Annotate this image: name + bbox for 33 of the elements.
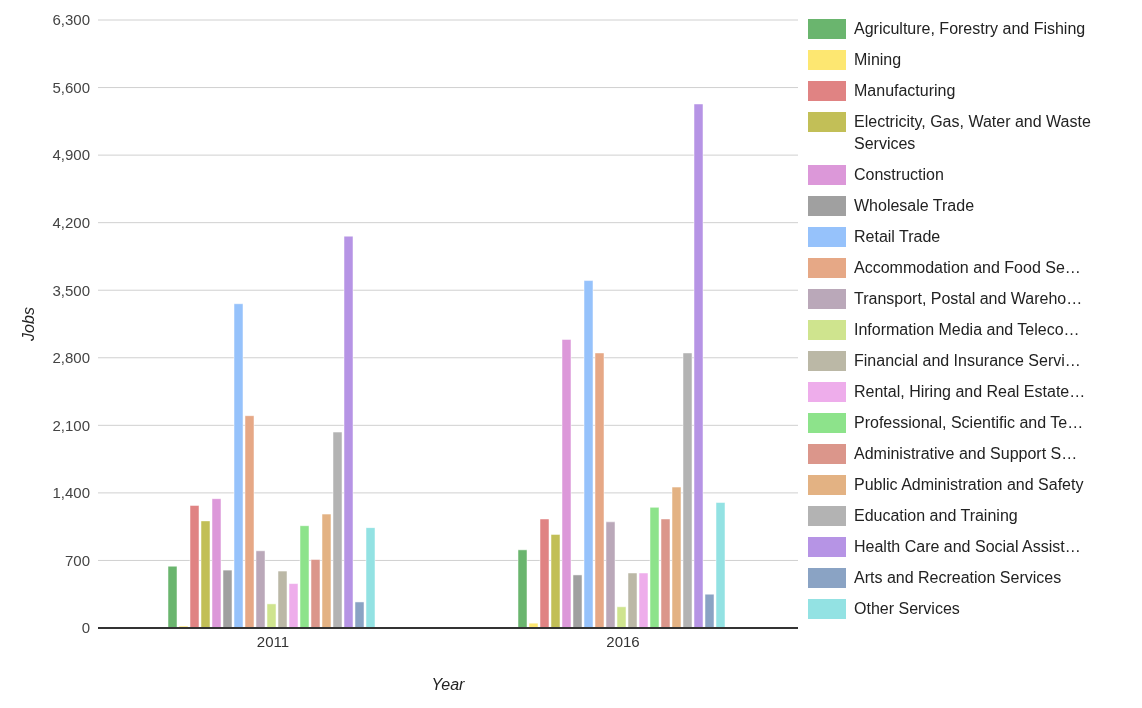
y-tick-label: 1,400	[52, 484, 90, 502]
x-axis-title: Year	[431, 676, 466, 693]
y-tick-label: 4,200	[52, 213, 90, 231]
legend-label: Wholesale Trade	[854, 196, 976, 216]
legend-label: Agriculture, Forestry and Fishing	[854, 19, 1087, 39]
legend-label: Financial and Insurance Servi…	[854, 351, 1082, 371]
legend-label: Public Administration and Safety	[854, 475, 1085, 495]
y-tick-label: 4,900	[52, 146, 90, 164]
y-tick-label: 2,800	[52, 349, 90, 367]
x-tick-label: 2016	[606, 632, 640, 650]
legend-label: Health Care and Social Assist…	[854, 537, 1082, 557]
x-tick-label: 2011	[256, 632, 290, 650]
y-tick-label: 6,300	[52, 11, 90, 29]
legend-label: Construction	[854, 165, 945, 185]
legend-label: Manufacturing	[854, 81, 957, 101]
legend-label: Arts and Recreation Services	[854, 568, 1063, 588]
legend-label: Information Media and Teleco…	[854, 320, 1081, 340]
legend-label: Retail Trade	[854, 227, 942, 247]
legend-label: Administrative and Support S…	[854, 444, 1079, 464]
legend-label: Electricity, Gas, Water and Waste Services	[854, 112, 1092, 154]
legend-label: Education and Training	[854, 506, 1019, 526]
legend-label: Mining	[854, 50, 903, 70]
y-tick-label: 0	[81, 619, 90, 637]
y-tick-label: 3,500	[52, 281, 90, 299]
y-tick-label: 2,100	[52, 416, 90, 434]
legend-label: Other Services	[854, 599, 961, 619]
legend-label: Accommodation and Food Se…	[854, 258, 1082, 278]
legend-label: Transport, Postal and Wareho…	[854, 289, 1084, 309]
legend-label: Rental, Hiring and Real Estate…	[854, 382, 1087, 402]
y-tick-label: 5,600	[52, 78, 90, 96]
legend-label: Professional, Scientific and Te…	[854, 413, 1085, 433]
y-axis-title: Jobs	[19, 307, 37, 342]
y-tick-label: 700	[64, 551, 90, 569]
